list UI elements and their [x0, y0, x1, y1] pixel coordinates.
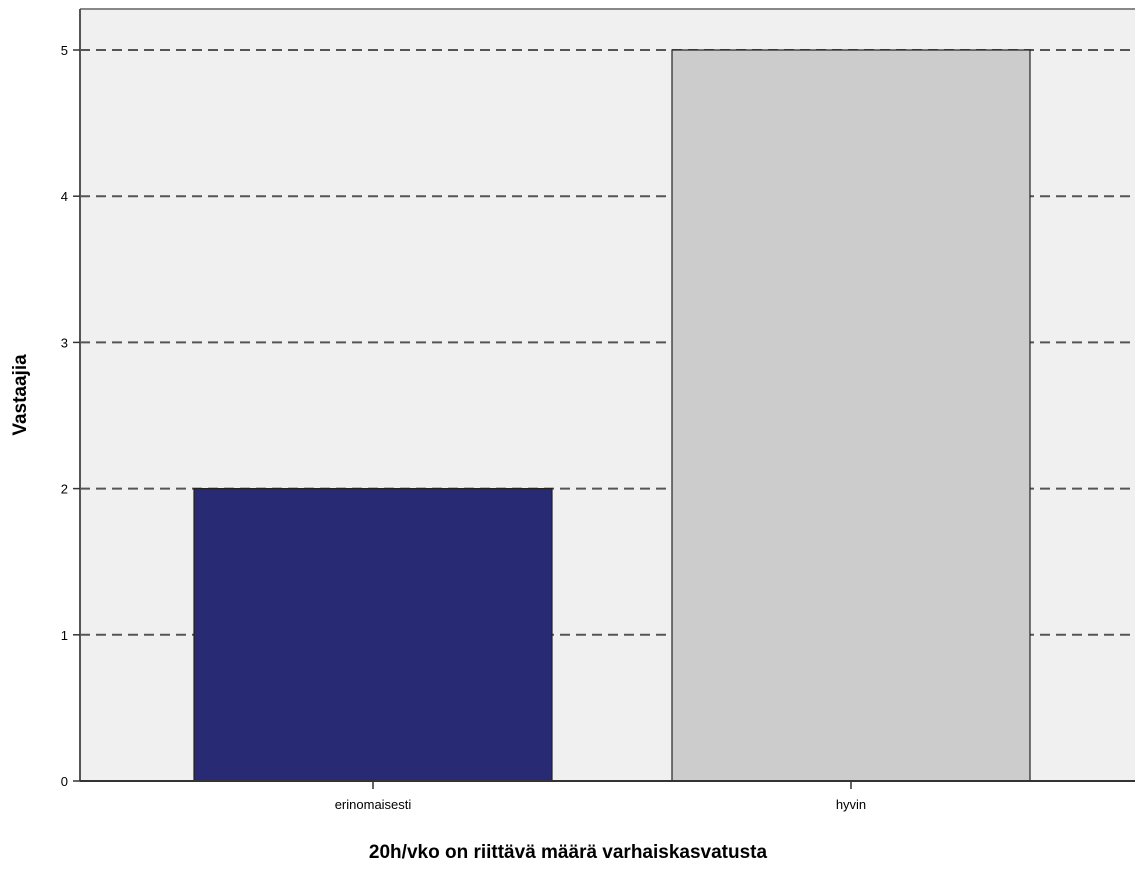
y-tick-label: 5: [61, 43, 68, 58]
bars: [193, 49, 1031, 782]
x-axis-ticks: erinomaisesti hyvin: [335, 781, 866, 812]
x-axis-title: 20h/vko on riittävä määrä varhaiskasvatu…: [369, 842, 768, 863]
y-tick-label: 0: [61, 774, 68, 789]
y-tick-label: 1: [61, 628, 68, 643]
y-axis-ticks: 0 1 2 3 4 5: [61, 43, 80, 789]
y-axis-title: Vastaajia: [10, 354, 31, 436]
y-tick-label: 3: [61, 335, 68, 350]
y-tick-label: 2: [61, 482, 68, 497]
bar-hyvin: [671, 49, 1031, 782]
y-tick-label: 4: [61, 189, 68, 204]
x-tick-label: erinomaisesti: [335, 797, 412, 812]
x-tick-label: hyvin: [836, 797, 866, 812]
bar-erinomaisesti: [193, 488, 553, 782]
